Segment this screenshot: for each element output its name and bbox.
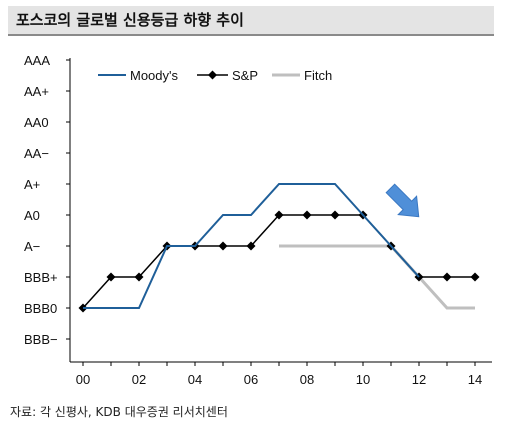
series-line-s-p <box>82 214 475 309</box>
y-tick-label: A0 <box>24 208 40 223</box>
y-tick-label: AAA <box>24 53 50 68</box>
series-line-moody-s <box>83 183 420 309</box>
title-bar: 포스코의 글로벌 신용등급 하향 추이 <box>8 6 494 36</box>
x-tick-labels: 00 02 04 06 08 10 12 14 <box>76 372 482 387</box>
data-point-s-p <box>442 272 452 282</box>
data-point-s-p <box>470 272 480 282</box>
x-tick-label: 02 <box>132 372 146 387</box>
annotation-layer <box>385 183 420 218</box>
data-point-s-p <box>134 272 144 282</box>
trend-arrow <box>385 183 420 218</box>
y-tick-label: A+ <box>24 177 40 192</box>
data-point-s-p <box>218 241 228 251</box>
chart-title: 포스코의 글로벌 신용등급 하향 추이 <box>16 11 244 29</box>
x-tick-label: 12 <box>412 372 426 387</box>
legend-label-moody-s: Moody's <box>130 68 179 83</box>
axes <box>66 58 492 366</box>
trend-arrow-shape <box>385 183 420 218</box>
y-tick-label: BBB+ <box>24 270 58 285</box>
y-tick-label: AA+ <box>24 84 49 99</box>
x-tick-label: 06 <box>244 372 258 387</box>
data-point-s-p <box>246 241 256 251</box>
legend-marker-s-p <box>208 70 217 80</box>
data-point-s-p <box>302 210 312 220</box>
y-tick-labels: BBB− BBB0 BBB+ A− A0 A+ AA− AA0 AA+ AAA <box>24 53 58 347</box>
x-tick-label: 08 <box>300 372 314 387</box>
x-tick-label: 10 <box>356 372 370 387</box>
y-tick-label: BBB0 <box>24 301 57 316</box>
y-tick-label: A− <box>24 239 40 254</box>
legend-label-s-p: S&P <box>232 68 258 83</box>
legend: Moody's S&P Fitch <box>98 68 332 83</box>
data-point-s-p <box>274 210 284 220</box>
source-note: 자료: 각 신평사, KDB 대우증권 리서치센터 <box>10 405 228 419</box>
y-tick-label: BBB− <box>24 332 58 347</box>
x-tick-label: 04 <box>188 372 202 387</box>
legend-label-fitch: Fitch <box>304 68 332 83</box>
data-point-s-p <box>330 210 340 220</box>
y-tick-label: AA0 <box>24 115 49 130</box>
series-layer <box>78 183 480 313</box>
data-point-s-p <box>106 272 116 282</box>
x-tick-label: 14 <box>468 372 482 387</box>
x-tick-label: 00 <box>76 372 90 387</box>
y-tick-label: AA− <box>24 146 49 161</box>
